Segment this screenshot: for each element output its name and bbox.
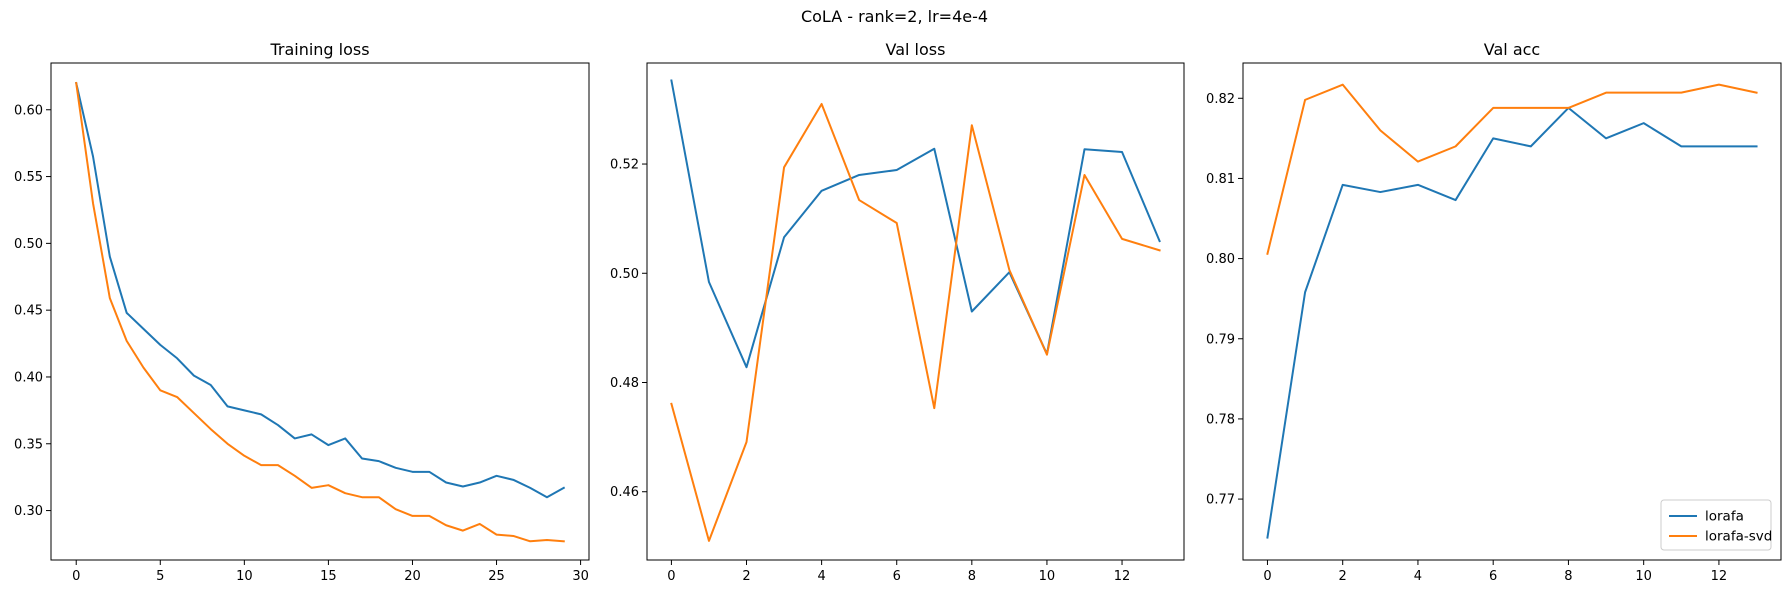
legend-label-lorafa-svd: lorafa-svd	[1705, 529, 1772, 545]
y-tick-label: 0.40	[14, 370, 43, 385]
y-tick-label: 0.45	[14, 304, 43, 319]
chart-panel-2: Val loss 0 2 4 6 8 10 12 0.46 0.48 0.50 0.52	[610, 40, 1185, 584]
x-tick-label: 5	[156, 569, 164, 584]
x-tick-label: 25	[488, 569, 505, 584]
x-tick-label: 4	[1414, 569, 1422, 584]
panel-title: Training loss	[269, 40, 369, 59]
x-tick-label: 6	[1489, 569, 1497, 584]
legend-box	[1660, 499, 1772, 551]
axes-frame	[50, 62, 590, 561]
legend-label-lorafa: lorafa	[1705, 509, 1744, 525]
y-tick-label: 0.35	[14, 437, 43, 452]
x-tick-label: 2	[742, 569, 750, 584]
series-line-lorafa-svd	[670, 102, 1161, 542]
y-tick-label: 0.60	[14, 103, 43, 118]
legend: lorafa lorafa-svd	[1660, 499, 1772, 551]
series-line-lorafa-svd	[75, 81, 565, 543]
x-tick-label: 8	[968, 569, 976, 584]
series-line-lorafa-svd	[1266, 83, 1758, 255]
x-tick-label: 4	[817, 569, 825, 584]
panel-title: Val acc	[1484, 40, 1540, 59]
panel-title: Val loss	[886, 40, 946, 59]
y-tick-label: 0.79	[1206, 332, 1235, 347]
x-tick-label: 0	[1263, 569, 1271, 584]
series-line-lorafa	[1266, 106, 1758, 539]
x-tick-label: 20	[404, 569, 421, 584]
y-tick-label: 0.55	[14, 170, 43, 185]
x-tick-label: 10	[1039, 569, 1056, 584]
chart-panel-3: Val acc 0 2 4 6 8 10 12 0.77 0.78 0.79 0.80 0.81 0.82…	[1206, 40, 1782, 584]
x-tick-label: 10	[236, 569, 253, 584]
x-tick-label: 0	[72, 569, 80, 584]
y-tick-label: 0.48	[610, 376, 639, 391]
y-tick-label: 0.50	[610, 267, 639, 282]
y-tick-label: 0.52	[610, 158, 639, 173]
x-tick-label: 6	[893, 569, 901, 584]
y-tick-label: 0.78	[1206, 412, 1235, 427]
figure-title: CoLA - rank=2, lr=4e-4	[801, 7, 988, 26]
x-tick-label: 10	[1635, 569, 1652, 584]
axes-frame	[1242, 62, 1782, 561]
x-tick-label: 0	[667, 569, 675, 584]
x-tick-label: 2	[1339, 569, 1347, 584]
y-tick-label: 0.30	[14, 504, 43, 519]
series-line-lorafa	[670, 79, 1161, 369]
x-tick-label: 12	[1114, 569, 1131, 584]
x-tick-label: 15	[320, 569, 337, 584]
y-tick-label: 0.77	[1206, 493, 1235, 508]
x-tick-label: 12	[1711, 569, 1728, 584]
x-tick-label: 8	[1564, 569, 1572, 584]
x-tick-label: 30	[572, 569, 589, 584]
series-line-lorafa	[75, 81, 566, 499]
y-tick-label: 0.80	[1206, 252, 1235, 267]
y-tick-label: 0.46	[610, 485, 639, 500]
y-tick-label: 0.82	[1206, 92, 1235, 107]
y-tick-label: 0.50	[14, 237, 43, 252]
chart-panel-1: Training loss 0 5 10 15 20 25 30 0.30 0.35 0.40 0.4…	[14, 40, 590, 584]
y-tick-label: 0.81	[1206, 172, 1235, 187]
